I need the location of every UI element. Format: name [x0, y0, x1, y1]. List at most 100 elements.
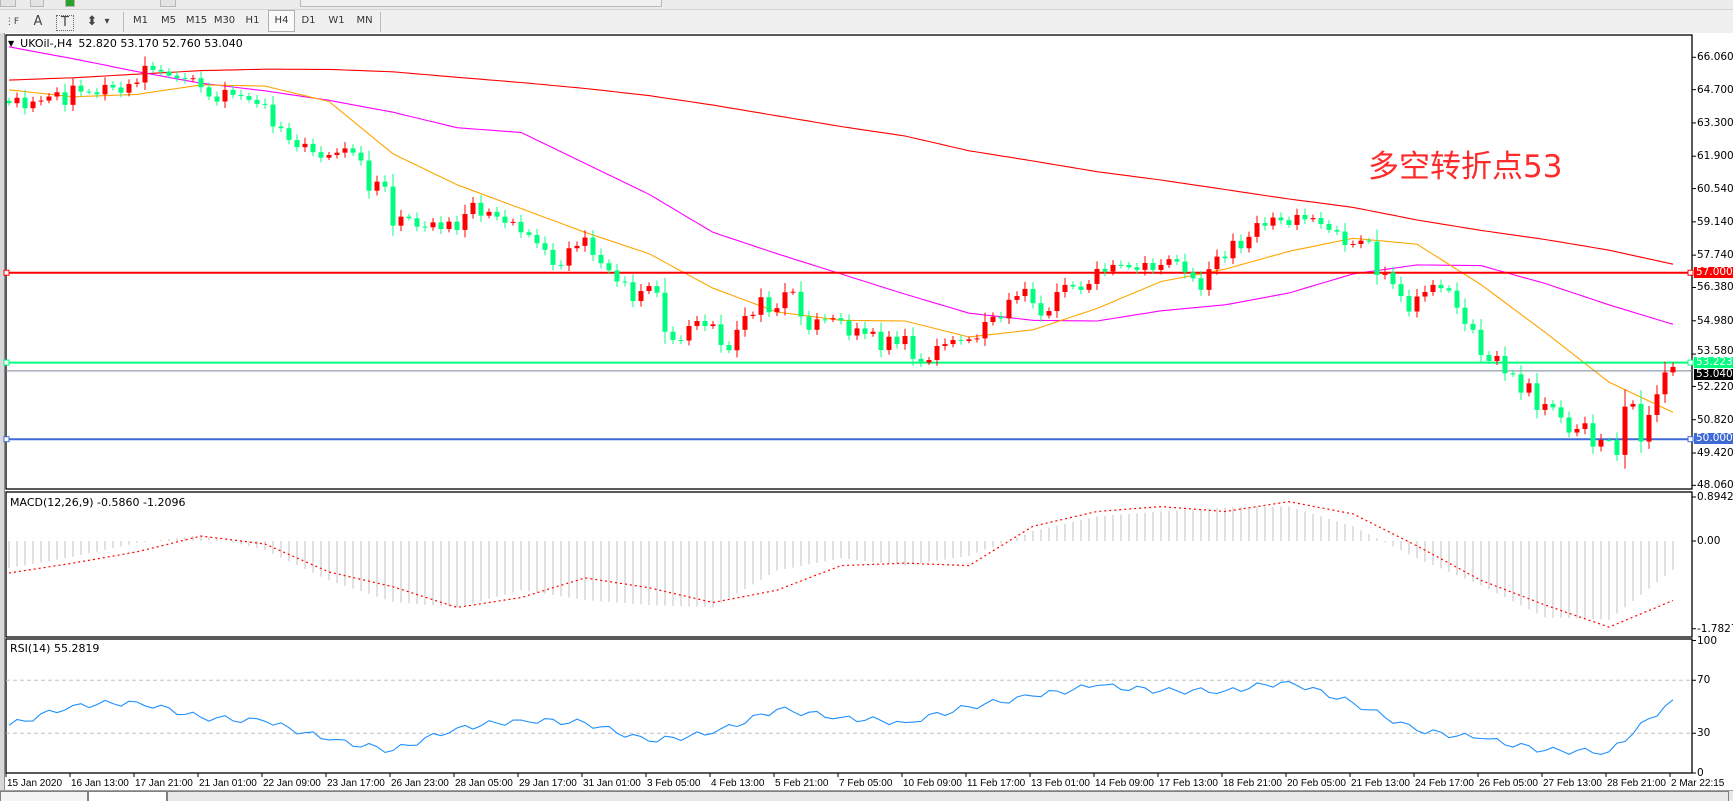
candle-down: [1150, 262, 1156, 270]
candle-down: [214, 96, 220, 102]
candle-down: [1558, 407, 1564, 418]
candle-down: [110, 84, 116, 88]
candle-down: [270, 104, 276, 127]
candle-up: [222, 89, 228, 102]
line-anchor-handle: [3, 359, 10, 366]
line-anchor-handle: [3, 436, 10, 443]
candle-up: [1630, 404, 1636, 407]
candle-down: [1462, 307, 1468, 324]
candle-up: [966, 339, 972, 341]
toolbar-button[interactable]: [30, 0, 44, 7]
time-axis-label: 13 Feb 01:00: [1031, 778, 1090, 789]
candle-up: [446, 221, 452, 229]
candle-up: [1526, 383, 1532, 393]
main-toolbar: [0, 0, 1733, 10]
chart-annotation[interactable]: 多空转折点53: [1368, 149, 1563, 185]
chart-header: ▼ UKOil-,H4 52.820 53.170 52.760 53.040: [8, 38, 243, 50]
candle-up: [694, 321, 700, 327]
arrows-icon[interactable]: ⬍: [86, 14, 98, 29]
candle-down: [1118, 264, 1124, 266]
text-icon[interactable]: A: [33, 14, 43, 29]
candle-down: [1390, 272, 1396, 285]
period-button-h4[interactable]: H4: [268, 10, 295, 32]
candle-down: [1102, 268, 1108, 272]
candle-down: [1126, 264, 1132, 268]
time-axis-label: 31 Jan 01:00: [583, 778, 641, 789]
candle-down: [998, 316, 1004, 319]
candle-down: [1638, 404, 1644, 442]
candle-up: [134, 82, 140, 84]
candle-down: [230, 89, 236, 95]
candle-up: [1582, 423, 1588, 429]
candle-up: [1430, 284, 1436, 293]
candle-up: [710, 324, 716, 327]
candle-down: [958, 340, 964, 342]
price-tag-50.000: 50.000: [1694, 432, 1733, 445]
collapse-triangle-icon[interactable]: ▼: [8, 39, 15, 48]
candle-up: [1158, 264, 1164, 270]
candle-down: [542, 243, 548, 250]
candle-up: [974, 338, 980, 340]
rsi-pane: [5, 638, 1693, 774]
candle-down: [406, 216, 412, 219]
time-axis-label: 26 Feb 05:00: [1479, 778, 1538, 789]
ohlc-readout: 52.820 53.170 52.760 53.040: [78, 37, 243, 50]
time-axis-label: 4 Feb 13:00: [711, 778, 765, 789]
period-button-m15[interactable]: M15: [185, 15, 208, 26]
period-button-d1[interactable]: D1: [301, 15, 316, 26]
candle-down: [558, 264, 564, 266]
candle-up: [1254, 223, 1260, 237]
candle-down: [910, 336, 916, 359]
period-button-mn[interactable]: MN: [356, 15, 373, 26]
candle-down: [1478, 329, 1484, 356]
candle-up: [1654, 394, 1660, 415]
tab-strip: [167, 791, 1729, 801]
toolbar-button[interactable]: [160, 0, 176, 7]
chart-tab[interactable]: [0, 791, 88, 801]
candle-down: [1198, 278, 1204, 290]
candle-up: [1054, 292, 1060, 312]
candle-up: [574, 245, 580, 249]
line-anchor-handle: [1687, 436, 1694, 443]
macd-label: MACD(12,26,9) -0.5860 -1.2096: [10, 496, 186, 509]
candle-down: [846, 320, 852, 336]
candle-down: [894, 336, 900, 345]
candle-up: [302, 143, 308, 148]
period-button-h1[interactable]: H1: [245, 15, 260, 26]
candle-up: [782, 292, 788, 309]
time-axis-label: 21 Feb 13:00: [1351, 778, 1410, 789]
candle-up: [566, 248, 572, 266]
toolbar-button[interactable]: [65, 0, 75, 7]
macd-pane: [5, 491, 1693, 638]
candle-down: [718, 324, 724, 346]
time-axis-label: 14 Feb 09:00: [1095, 778, 1154, 789]
candle-down: [350, 148, 356, 153]
candle-down: [1030, 288, 1036, 304]
text-label-icon[interactable]: T: [56, 15, 74, 31]
candle-up: [742, 316, 748, 330]
chart-tab-active[interactable]: [88, 791, 167, 801]
candle-down: [654, 286, 660, 293]
candle-down: [1038, 303, 1044, 316]
price-tag-53.223: 53.223: [1694, 355, 1733, 368]
candle-down: [62, 92, 68, 105]
period-button-m5[interactable]: M5: [161, 15, 176, 26]
price-axis-label: 53.580: [1697, 344, 1733, 357]
candle-up: [1414, 296, 1420, 312]
period-button-m1[interactable]: M1: [133, 15, 148, 26]
candle-down: [1374, 241, 1380, 275]
macd-axis-label: -1.7827: [1697, 622, 1733, 635]
candle-up: [1622, 406, 1628, 455]
dropdown-icon[interactable]: ▾: [104, 16, 110, 27]
period-button-m30[interactable]: M30: [213, 15, 236, 26]
toolbar-button[interactable]: [0, 0, 16, 7]
candle-up: [1086, 283, 1092, 290]
candle-down: [670, 331, 676, 341]
candle-down: [1502, 355, 1508, 374]
candle-up: [14, 97, 20, 104]
fibo-fan-icon[interactable]: ⋮F: [4, 17, 20, 27]
toolbar-divider: [380, 12, 381, 32]
price-axis-label: 50.820: [1697, 413, 1733, 426]
period-button-w1[interactable]: W1: [328, 15, 345, 26]
